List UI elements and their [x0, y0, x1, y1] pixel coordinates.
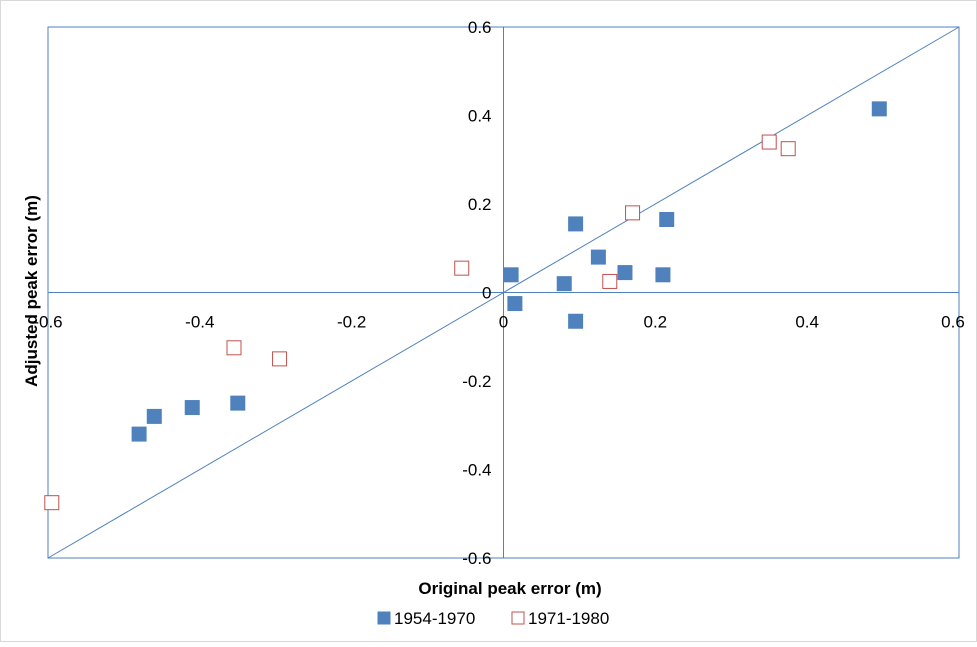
y-tick-label: 0.6: [468, 18, 492, 37]
x-tick-label: 0.2: [644, 313, 668, 332]
data-point-series-1: [507, 296, 523, 312]
y-axis-title: Adjusted peak error (m): [22, 195, 41, 387]
x-tick-label: 0.6: [941, 313, 965, 332]
x-tick-label: -0.4: [185, 313, 214, 332]
data-point-series-1: [655, 267, 671, 283]
x-axis-title: Original peak error (m): [418, 579, 601, 598]
y-tick-label: -0.4: [462, 461, 491, 480]
x-tick-label: 0.4: [795, 313, 819, 332]
x-tick-label: 0: [499, 313, 508, 332]
legend-label-1971-1980: 1971-1980: [528, 609, 609, 628]
legend-marker-1954-1970: [377, 611, 391, 625]
data-point-series-1: [568, 313, 584, 329]
data-point-series-2: [602, 273, 618, 289]
data-point-series-1: [659, 211, 675, 227]
data-point-series-1: [556, 276, 572, 292]
data-point-series-1: [617, 265, 633, 281]
data-point-series-1: [184, 400, 200, 416]
y-tick-label: -0.6: [462, 549, 491, 568]
x-tick-labels: -0.6 -0.4 -0.2 0 0.2 0.4 0.6: [33, 313, 964, 332]
data-point-series-1: [871, 101, 887, 117]
data-point-series-1: [230, 395, 246, 411]
data-point-series-1: [590, 249, 606, 265]
y-tick-label: 0.2: [468, 195, 492, 214]
data-point-series-2: [761, 134, 777, 150]
data-points: [44, 101, 887, 511]
data-point-series-2: [625, 205, 641, 221]
data-point-series-2: [226, 340, 242, 356]
y-tick-label: -0.2: [462, 372, 491, 391]
data-point-series-2: [780, 141, 796, 157]
y-tick-label: 0.4: [468, 107, 492, 126]
data-point-series-1: [568, 216, 584, 232]
legend-label-1954-1970: 1954-1970: [394, 609, 475, 628]
y-tick-labels: 0.6 0.4 0.2 0 -0.2 -0.4 -0.6: [462, 18, 491, 568]
x-tick-label: -0.6: [33, 313, 62, 332]
legend: 1954-1970 1971-1980: [377, 609, 609, 628]
legend-marker-1971-1980: [511, 611, 525, 625]
data-point-series-1: [146, 408, 162, 424]
data-point-series-2: [454, 260, 470, 276]
x-tick-label: -0.2: [337, 313, 366, 332]
data-point-series-2: [272, 351, 288, 367]
data-point-series-1: [503, 267, 519, 283]
one-to-one-line: [47, 26, 960, 559]
y-tick-label: 0: [482, 284, 491, 303]
data-point-series-1: [131, 426, 147, 442]
data-point-series-2: [44, 495, 60, 511]
